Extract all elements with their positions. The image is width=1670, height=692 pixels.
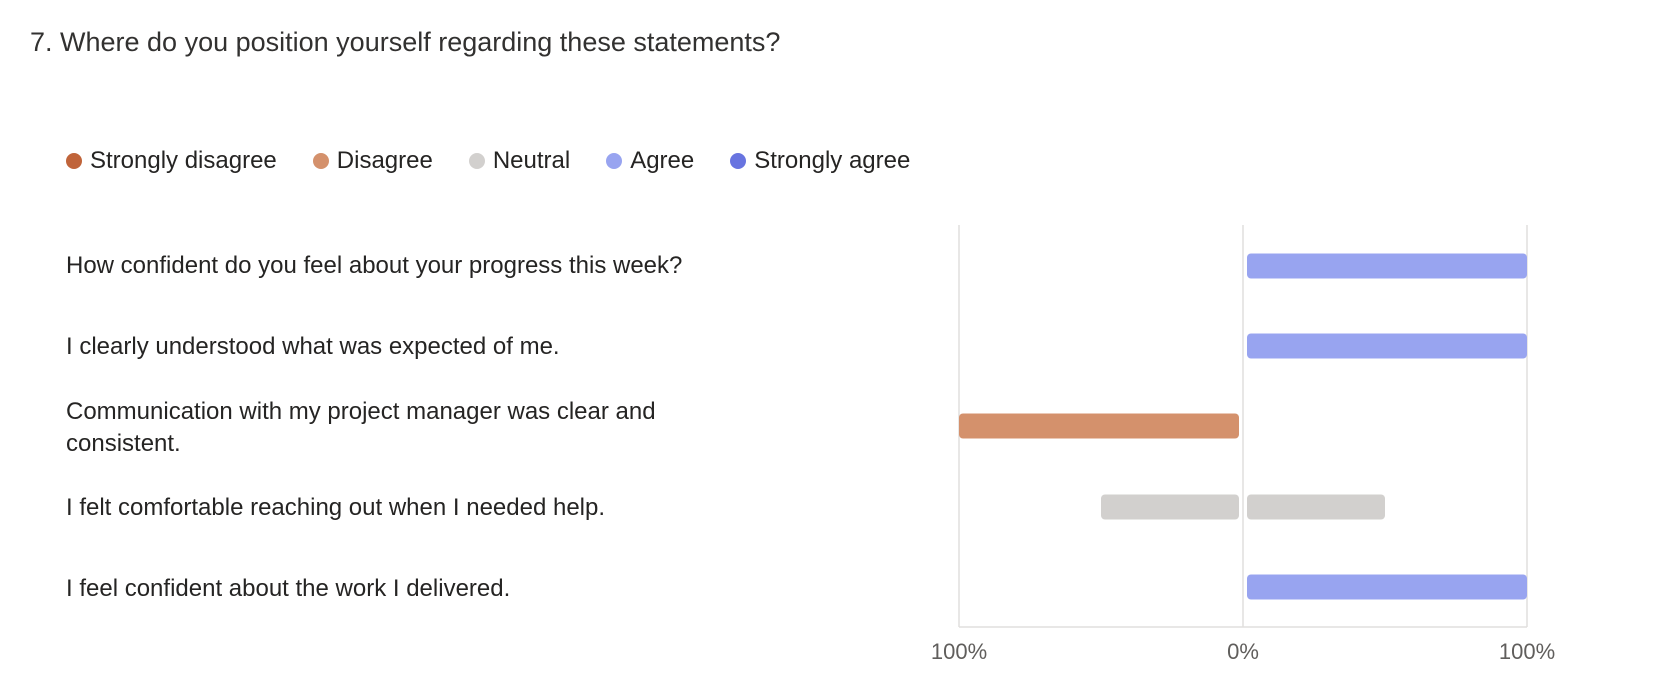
legend-item-disagree[interactable]: Disagree [312,147,433,175]
x-tick-label: 100% [931,639,987,664]
legend-dot-icon [66,153,82,169]
legend-item-strongly-disagree[interactable]: Strongly disagree [66,147,277,175]
bar-agree [1247,574,1527,600]
x-tick-label: 0% [1227,639,1259,664]
bar-neutral [1247,494,1385,520]
legend-item-agree[interactable]: Agree [606,147,694,175]
chart-legend: Strongly disagree Disagree Neutral Agree… [66,147,946,175]
x-tick-label: 100% [1499,639,1555,664]
statement-label: I feel confident about the work I delive… [66,575,511,602]
legend-dot-icon [730,153,747,169]
legend-label: Neutral [492,147,571,174]
bar-agree [1247,253,1527,279]
legend-label: Strongly agree [754,147,911,174]
legend-label: Strongly disagree [90,147,277,174]
statement-label: I clearly understood what was expected o… [66,333,560,360]
bar-disagree [959,413,1239,439]
legend-label: Agree [630,147,695,174]
legend-dot-icon [468,153,485,169]
legend-item-neutral[interactable]: Neutral [468,147,571,175]
statement-label: Communication with my project manager wa… [66,398,656,457]
legend-dot-icon [606,153,623,169]
bar-neutral [1101,494,1239,520]
legend-dot-icon [312,153,329,169]
bar-agree [1247,333,1527,359]
legend-label: Disagree [336,147,433,174]
statement-label: How confident do you feel about your pro… [66,252,683,279]
statement-label: I felt comfortable reaching out when I n… [66,494,606,521]
legend-item-strongly-agree[interactable]: Strongly agree [730,147,910,175]
question-title: 7. Where do you position yourself regard… [30,27,781,57]
